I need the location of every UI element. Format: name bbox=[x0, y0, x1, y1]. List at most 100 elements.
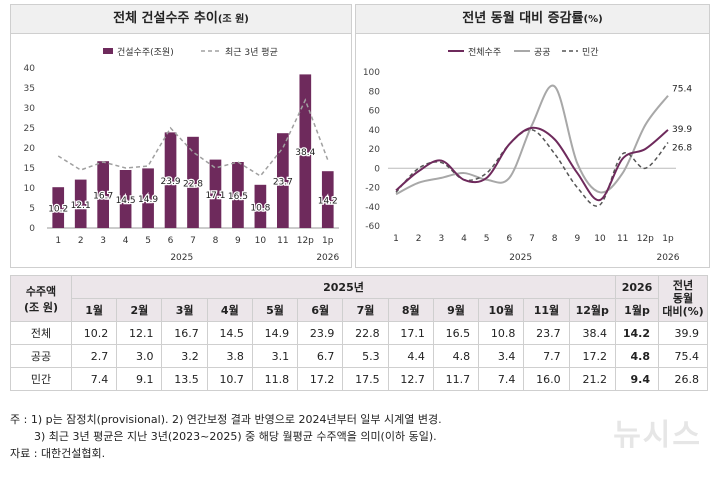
row-label: 전체 bbox=[10, 321, 72, 345]
legend-bar-swatch bbox=[103, 48, 113, 54]
y-tick-label: 0 bbox=[374, 164, 380, 174]
table-cell: 13.5 bbox=[161, 367, 208, 391]
table-year-2026-header: 2026 bbox=[615, 275, 659, 299]
x-tick-label: 2 bbox=[78, 236, 84, 246]
month-header: 1월 bbox=[70, 298, 118, 322]
source-line: 자료 : 대한건설협회. bbox=[10, 447, 106, 460]
public-line bbox=[395, 84, 669, 196]
y-tick-label: 0 bbox=[29, 224, 35, 234]
row-label: 민간 bbox=[10, 367, 72, 391]
x-tick-label: 4 bbox=[461, 234, 467, 244]
table-corner-header: 수주액 (조 원) bbox=[10, 275, 72, 322]
table-cell: 16.7 bbox=[161, 321, 208, 345]
month-header: 4월 bbox=[206, 298, 253, 322]
x-tick-label: 5 bbox=[145, 236, 151, 246]
y-tick-label: 30 bbox=[24, 104, 36, 114]
year-label-2025: 2025 bbox=[170, 253, 193, 263]
bar bbox=[277, 133, 289, 228]
month-header: 12월p bbox=[568, 298, 617, 322]
y-tick-label: 5 bbox=[29, 204, 35, 214]
x-tick-label: 10 bbox=[255, 236, 267, 246]
x-tick-label: 4 bbox=[123, 236, 129, 246]
legend-total-label: 전체수주 bbox=[468, 47, 501, 58]
table-cell: 23.9 bbox=[297, 321, 344, 345]
x-tick-label: 11 bbox=[617, 234, 628, 244]
y-tick-label: 25 bbox=[24, 124, 35, 134]
bar bbox=[164, 132, 177, 228]
x-tick-label: 2 bbox=[416, 234, 422, 244]
table-cell: 16.0 bbox=[523, 367, 570, 391]
x-tick-label: 6 bbox=[168, 236, 174, 246]
month-header: 10월 bbox=[478, 298, 525, 322]
y-tick-label: 60 bbox=[369, 107, 381, 117]
table-cell: 2.7 bbox=[70, 344, 118, 368]
legend-public-label: 공공 bbox=[534, 47, 551, 58]
table-cell-latest: 14.2 bbox=[615, 321, 659, 345]
table-year-2025-header: 2025년 bbox=[71, 275, 616, 299]
table-cell: 7.4 bbox=[478, 367, 525, 391]
table-cell-latest: 9.4 bbox=[615, 367, 659, 391]
bar-value-label: 10.2 bbox=[48, 205, 68, 215]
table-cell: 12.1 bbox=[116, 321, 163, 345]
x-tick-label: 7 bbox=[190, 236, 196, 246]
table-row: 민간 7.4 9.1 13.5 10.7 11.8 17.2 17.5 12.7 11.7 7.4 1… bbox=[10, 367, 708, 391]
table-row: 공공 2.7 3.0 3.2 3.8 3.1 6.7 5.3 4.4 4.8 3.4 7.7 17.2 4… bbox=[10, 344, 708, 368]
table-cell: 4.8 bbox=[432, 344, 480, 368]
month-header: 8월 bbox=[387, 298, 434, 322]
bar bbox=[142, 168, 154, 228]
x-tick-label: 5 bbox=[484, 234, 490, 244]
table-cell: 3.8 bbox=[206, 344, 253, 368]
table-cell: 4.4 bbox=[387, 344, 434, 368]
bar-value-label: 23.7 bbox=[273, 178, 293, 188]
x-tick-label: 8 bbox=[552, 234, 558, 244]
y-tick-label: 35 bbox=[24, 84, 35, 94]
table-cell: 17.1 bbox=[387, 321, 434, 345]
table-cell: 10.8 bbox=[478, 321, 525, 345]
right-chart-panel: 전년 동월 대비 증감률(%) 전체수주 공공 민간 -60 -40 -20 0 20 40 60… bbox=[355, 4, 710, 268]
table-cell: 3.0 bbox=[116, 344, 163, 368]
bar-value-label: 14.9 bbox=[138, 195, 158, 205]
table-cell: 3.4 bbox=[478, 344, 525, 368]
y-tick-label: 10 bbox=[24, 184, 36, 194]
end-label-public: 75.4 bbox=[672, 85, 692, 95]
x-tick-label: 3 bbox=[438, 234, 444, 244]
table-cell-yoy: 75.4 bbox=[658, 344, 708, 368]
year-label-2026: 2026 bbox=[657, 253, 680, 263]
bar-value-label: 22.8 bbox=[183, 179, 203, 189]
bar-value-label: 14.5 bbox=[116, 196, 136, 206]
table-cell: 7.7 bbox=[523, 344, 570, 368]
year-label-2025: 2025 bbox=[509, 253, 532, 263]
note-line-1: 주 : 1) p는 잠정치(provisional). 2) 연간보정 결과 반… bbox=[10, 413, 442, 426]
y-tick-label: 100 bbox=[363, 68, 380, 78]
table-cell-yoy: 39.9 bbox=[658, 321, 708, 345]
table-cell-yoy: 26.8 bbox=[658, 367, 708, 391]
month-header: 2월 bbox=[116, 298, 163, 322]
table-cell: 10.2 bbox=[70, 321, 118, 345]
row-label: 공공 bbox=[10, 344, 72, 368]
table-row: 전체 10.2 12.1 16.7 14.5 14.9 23.9 22.8 17.1 16.5 10… bbox=[10, 321, 708, 345]
x-tick-label: 10 bbox=[594, 234, 606, 244]
x-tick-label: 3 bbox=[100, 236, 106, 246]
table-cell: 23.7 bbox=[523, 321, 570, 345]
bar bbox=[254, 184, 267, 228]
month-header: 7월 bbox=[342, 298, 389, 322]
x-tick-label: 6 bbox=[506, 234, 512, 244]
right-line-chart: 전체수주 공공 민간 -60 -40 -20 0 20 40 60 80 100 75.4 39.9 26.… bbox=[363, 47, 693, 263]
table-month-row: 1월 2월 3월 4월 5월 6월 7월 8월 9월 10월 11월 12월p 1월p bbox=[11, 298, 708, 322]
y-tick-label: -40 bbox=[365, 203, 380, 213]
table-cell: 3.2 bbox=[161, 344, 208, 368]
table-cell: 3.1 bbox=[251, 344, 299, 368]
right-legend: 전체수주 공공 민간 bbox=[448, 47, 599, 58]
table-cell: 14.9 bbox=[251, 321, 299, 345]
x-tick-label: 9 bbox=[235, 236, 241, 246]
legend-bar-label: 건설수주(조원) bbox=[117, 47, 174, 58]
bar bbox=[74, 179, 87, 228]
table-cell: 17.2 bbox=[297, 367, 344, 391]
total-line bbox=[395, 126, 669, 202]
x-tick-label: 12p bbox=[637, 234, 654, 244]
table-corner-label: 수주액 (조 원) bbox=[23, 284, 59, 314]
y-tick-label: 40 bbox=[24, 64, 36, 74]
y-tick-label: 20 bbox=[369, 145, 381, 155]
table-cell: 17.5 bbox=[342, 367, 389, 391]
